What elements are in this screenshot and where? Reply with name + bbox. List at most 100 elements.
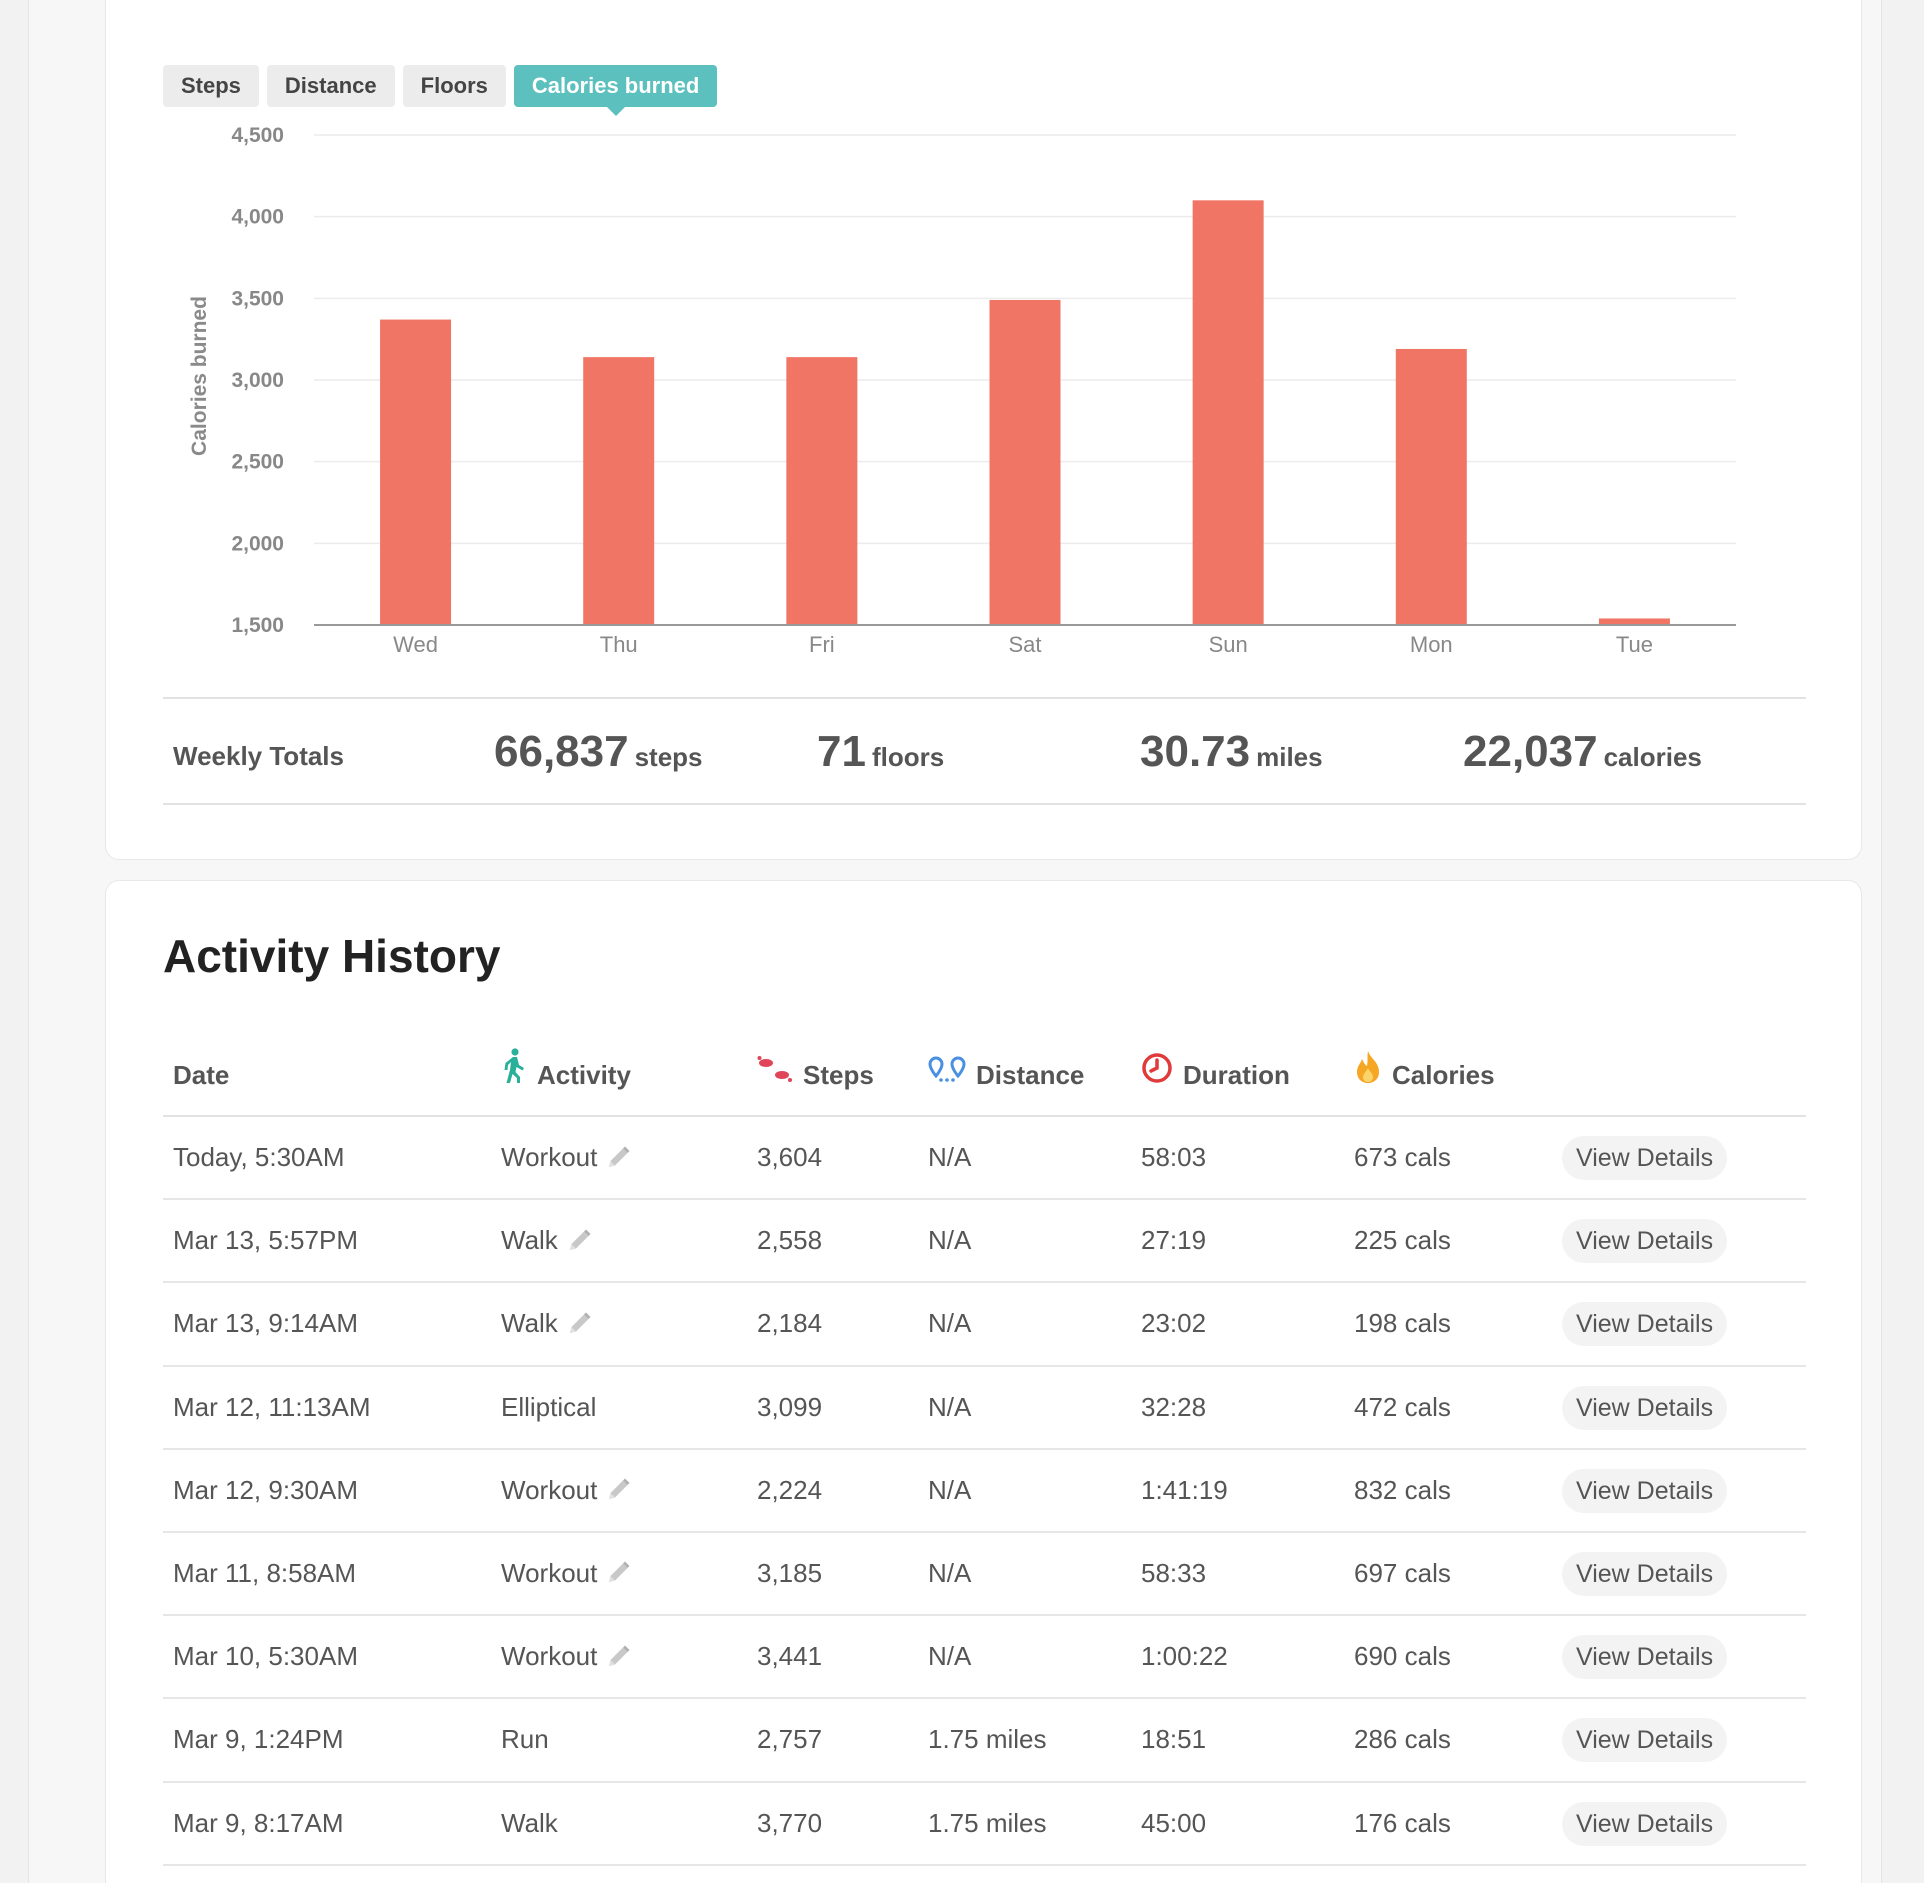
activity-duration: 58:33 (1141, 1557, 1207, 1588)
total-calories-value: 22,037 (1463, 727, 1598, 776)
edit-pencil-icon[interactable] (605, 1477, 631, 1503)
metric-tabs: Steps Distance Floors Calories burned (163, 65, 718, 116)
view-details-button[interactable]: View Details (1562, 1551, 1728, 1596)
activity-calories: 286 cals (1354, 1724, 1451, 1755)
activity-steps: 3,770 (757, 1807, 823, 1838)
activity-date: Mar 13, 9:14AM (173, 1308, 358, 1339)
activity-calories: 472 cals (1354, 1391, 1451, 1422)
edit-pencil-icon[interactable] (605, 1644, 631, 1670)
activity-history-card: Activity History Date Activity (105, 880, 1862, 1883)
activity-distance: N/A (928, 1225, 972, 1256)
activity-cell: Run (501, 1699, 549, 1780)
view-details-button[interactable]: View Details (1562, 1219, 1728, 1264)
column-header-steps: Steps (757, 1033, 874, 1117)
total-miles-unit: miles (1256, 742, 1323, 772)
x-tick-label: Fri (809, 632, 835, 657)
table-row: Mar 13, 9:14AM Walk 2,184 N/A 23:02 198 cals V… (163, 1283, 1806, 1367)
tab-calories-burned[interactable]: Calories burned (513, 65, 718, 116)
activity-cell: Elliptical (501, 1367, 596, 1448)
weekly-chart-card: Steps Distance Floors Calories burned 1,… (105, 0, 1862, 860)
view-details-button[interactable]: View Details (1562, 1801, 1728, 1846)
column-header-steps-label: Steps (803, 1060, 874, 1090)
activity-history-title: Activity History (163, 930, 501, 982)
activity-name: Walk (501, 1308, 558, 1339)
x-tick-label: Sun (1209, 632, 1248, 657)
x-tick-label: Thu (600, 632, 638, 657)
total-calories: 22,037 calories (1463, 727, 1702, 777)
map-pins-icon (928, 1033, 966, 1117)
bar-wed[interactable] (380, 319, 452, 625)
tab-distance[interactable]: Distance (266, 65, 395, 107)
view-details-button[interactable]: View Details (1562, 1635, 1728, 1680)
clock-icon (1141, 1033, 1173, 1117)
view-details-button[interactable]: View Details (1562, 1718, 1728, 1763)
activity-distance: 1.75 miles (928, 1724, 1047, 1755)
view-details-button[interactable]: View Details (1562, 1385, 1728, 1430)
edit-pencil-icon[interactable] (566, 1311, 592, 1337)
column-header-activity-label: Activity (537, 1060, 631, 1090)
bar-sun[interactable] (1192, 200, 1264, 625)
activity-cell: Workout (501, 1616, 631, 1697)
edit-pencil-icon[interactable] (605, 1560, 631, 1586)
activity-cell: Walk (501, 1200, 592, 1281)
activity-name: Workout (501, 1474, 598, 1505)
activity-steps: 2,224 (757, 1474, 823, 1505)
y-tick-label: 2,500 (231, 451, 284, 474)
total-calories-unit: calories (1603, 742, 1702, 772)
total-floors: 71 floors (817, 727, 944, 777)
total-steps-unit: steps (634, 742, 703, 772)
activity-cell: Workout (501, 1117, 631, 1198)
bar-sat[interactable] (989, 299, 1061, 625)
table-row: Today, 5:30AM Workout 3,604 N/A 58:03 673 cal… (163, 1117, 1806, 1201)
activity-distance: N/A (928, 1391, 972, 1422)
activity-date: Mar 13, 5:57PM (173, 1225, 358, 1256)
activity-duration: 58:03 (1141, 1142, 1207, 1172)
total-miles: 30.73 miles (1140, 727, 1323, 777)
activity-calories: 176 cals (1354, 1807, 1451, 1838)
activity-date: Mar 10, 5:30AM (173, 1641, 358, 1672)
total-miles-value: 30.73 (1140, 727, 1251, 776)
tab-steps[interactable]: Steps (163, 65, 259, 107)
table-row: Mar 10, 5:30AM Workout 3,441 N/A 1:00:22 690 … (163, 1616, 1806, 1700)
view-details-button[interactable]: View Details (1562, 1302, 1728, 1347)
calories-bar-chart: 1,500 2,000 2,500 3,000 3,500 4,000 4,500 Wed Th… (188, 124, 1736, 657)
activity-date: Today, 5:30AM (173, 1142, 345, 1172)
activity-duration: 18:51 (1141, 1724, 1207, 1755)
bar-fri[interactable] (786, 357, 858, 625)
footprints-icon (757, 1033, 793, 1117)
total-steps-value: 66,837 (494, 727, 629, 776)
activity-calories: 225 cals (1354, 1225, 1451, 1256)
edit-pencil-icon[interactable] (605, 1145, 631, 1171)
bar-mon[interactable] (1395, 348, 1467, 625)
activity-date: Mar 9, 8:17AM (173, 1807, 344, 1838)
activity-duration: 23:02 (1141, 1308, 1207, 1339)
walking-person-icon (501, 1033, 527, 1117)
weekly-totals-label: Weekly Totals (173, 741, 344, 771)
activity-date: Mar 12, 11:13AM (173, 1391, 371, 1422)
y-tick-label: 3,000 (231, 369, 284, 392)
view-details-button[interactable]: View Details (1562, 1468, 1728, 1513)
table-row: Mar 12, 11:13AM Elliptical 3,099 N/A 32:28 47… (163, 1367, 1806, 1450)
y-axis-title: Calories burned (188, 296, 211, 456)
tab-floors[interactable]: Floors (402, 65, 506, 107)
activity-cell: Workout (501, 1533, 631, 1614)
edit-pencil-icon[interactable] (566, 1228, 592, 1254)
bar-tue[interactable] (1598, 618, 1670, 625)
table-row: Mar 13, 5:57PM Walk 2,558 N/A 27:19 225 cals V… (163, 1200, 1806, 1284)
view-details-button[interactable]: View Details (1562, 1136, 1728, 1180)
activity-distance: N/A (928, 1308, 972, 1339)
activity-duration: 45:00 (1141, 1807, 1207, 1838)
activity-cell: Walk (501, 1783, 558, 1864)
activity-calories: 690 cals (1354, 1641, 1451, 1672)
page-column: Steps Distance Floors Calories burned 1,… (28, 0, 1882, 1883)
activity-date: Mar 9, 1:24PM (173, 1724, 344, 1755)
bar-thu[interactable] (583, 357, 655, 625)
activity-duration: 27:19 (1141, 1225, 1207, 1256)
activity-name: Walk (501, 1225, 558, 1256)
activity-name: Workout (501, 1557, 598, 1588)
activity-steps: 3,441 (757, 1641, 823, 1672)
table-header: Date Activity (163, 1033, 1806, 1117)
activity-date: Mar 11, 8:58AM (173, 1557, 357, 1588)
table-row: Mar 9, 8:17AM Walk 3,770 1.75 miles 45:00 176… (163, 1783, 1806, 1866)
column-header-activity: Activity (501, 1033, 631, 1117)
